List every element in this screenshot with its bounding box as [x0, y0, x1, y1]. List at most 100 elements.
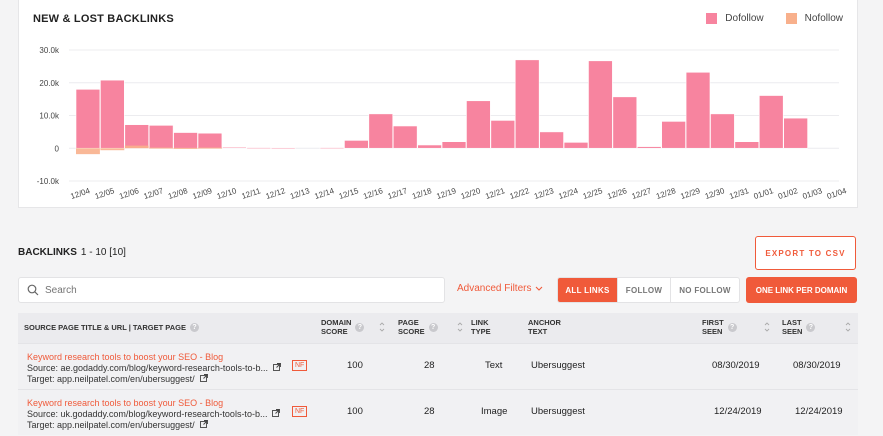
bar-dofollow — [392, 125, 418, 149]
col-link-type[interactable]: LINK TYPE — [471, 318, 491, 336]
bar-dofollow — [441, 141, 467, 149]
x-tick-label: 12/29 — [679, 186, 701, 201]
sort-icon[interactable] — [845, 321, 851, 333]
row-source: Source: ae.godaddy.com/blog/keyword-rese… — [27, 363, 281, 373]
x-tick-label: 12/27 — [631, 186, 653, 201]
one-link-per-domain-button[interactable]: ONE LINK PER DOMAIN — [746, 277, 857, 303]
row-title-link[interactable]: Keyword research tools to boost your SEO… — [27, 352, 224, 362]
bar-nofollow — [149, 147, 174, 149]
row-source-url[interactable]: Source: ae.godaddy.com/blog/keyword-rese… — [27, 363, 268, 373]
bar-dofollow — [588, 60, 613, 149]
first-seen: 12/24/2019 — [714, 406, 762, 417]
bar-dofollow — [783, 117, 808, 149]
bar-nofollow — [124, 145, 149, 149]
x-tick-label: 12/10 — [216, 186, 238, 201]
col-anchor-label-1: ANCHOR — [528, 318, 561, 327]
col-last-seen-label-2: SEEN — [782, 327, 803, 336]
external-link-icon[interactable] — [199, 374, 208, 382]
x-tick-label: 12/25 — [582, 186, 604, 201]
x-tick-label: 01/02 — [777, 186, 799, 201]
external-link-icon[interactable] — [273, 363, 281, 371]
filter-all-links[interactable]: ALL LINKS — [558, 278, 617, 302]
help-icon[interactable]: ? — [727, 322, 737, 332]
backlinks-heading: BACKLINKS — [18, 247, 77, 258]
col-source[interactable]: SOURCE PAGE TITLE & URL | TARGET PAGE? — [24, 323, 199, 332]
backlinks-title: BACKLINKS 1 - 10 [10] — [18, 247, 126, 258]
table-header: SOURCE PAGE TITLE & URL | TARGET PAGE? D… — [18, 313, 858, 343]
x-tick-label: 12/23 — [533, 186, 555, 201]
legend-swatch-nofollow — [785, 13, 797, 24]
y-tick-label: 20.0k — [39, 79, 60, 88]
col-page-score[interactable]: PAGE SCORE? — [398, 318, 438, 336]
col-anchor-text[interactable]: ANCHOR TEXT — [528, 318, 561, 336]
link-type: Text — [485, 360, 503, 371]
x-tick-label: 01/03 — [801, 186, 823, 201]
external-link-icon[interactable] — [272, 409, 281, 417]
help-icon[interactable]: ? — [355, 322, 365, 332]
row-target-url[interactable]: Target: app.neilpatel.com/en/ubersuggest… — [27, 374, 195, 384]
search-box[interactable] — [18, 277, 445, 303]
x-tick-label: 12/30 — [704, 186, 726, 201]
y-tick-label: 30.0k — [39, 46, 60, 55]
page-score: 28 — [424, 406, 435, 417]
legend-item-dofollow[interactable]: Dofollow — [706, 13, 764, 24]
col-last-seen[interactable]: LAST SEEN? — [782, 318, 816, 336]
row-source-url[interactable]: Source: uk.godaddy.com/blog/keyword-rese… — [27, 409, 268, 419]
last-seen: 08/30/2019 — [793, 360, 841, 371]
help-icon[interactable]: ? — [189, 323, 199, 332]
bar-dofollow — [514, 59, 540, 149]
help-icon[interactable]: ? — [428, 322, 438, 332]
legend-label-nofollow: Nofollow — [804, 13, 843, 24]
filter-no-follow[interactable]: NO FOLLOW — [670, 278, 739, 302]
col-source-label: SOURCE PAGE TITLE & URL | TARGET PAGE — [24, 323, 186, 332]
bar-dofollow — [539, 131, 564, 149]
bar-dofollow — [636, 146, 662, 149]
external-link-icon[interactable] — [199, 420, 208, 428]
x-tick-label: 12/07 — [143, 186, 165, 201]
x-tick-label: 12/21 — [484, 186, 506, 201]
row-source: Source: uk.godaddy.com/blog/keyword-rese… — [27, 409, 281, 419]
col-link-type-label-1: LINK — [471, 318, 489, 327]
col-first-seen[interactable]: FIRST SEEN? — [702, 318, 737, 336]
bar-dofollow — [344, 140, 369, 149]
x-tick-label: 01/01 — [753, 186, 775, 201]
backlinks-toolbar: Advanced Filters ALL LINKS FOLLOW NO FOL… — [18, 277, 858, 305]
legend-swatch-dofollow — [706, 13, 718, 24]
x-tick-label: 12/16 — [362, 186, 384, 201]
col-link-type-label-2: TYPE — [471, 327, 491, 336]
search-input[interactable] — [45, 284, 425, 296]
anchor-text: Ubersuggest — [531, 406, 585, 417]
bar-dofollow — [173, 132, 198, 149]
table-row: Keyword research tools to boost your SEO… — [18, 343, 858, 389]
bar-dofollow — [734, 141, 760, 149]
advanced-filters-toggle[interactable]: Advanced Filters — [457, 283, 543, 294]
x-tick-label: 12/20 — [460, 186, 482, 201]
bar-dofollow — [319, 147, 345, 149]
sort-icon[interactable] — [379, 321, 385, 333]
col-domain-score-label-1: DOMAIN — [321, 318, 352, 327]
bar-nofollow — [100, 148, 125, 151]
legend-label-dofollow: Dofollow — [725, 13, 764, 24]
legend-item-nofollow[interactable]: Nofollow — [785, 13, 843, 24]
bar-dofollow — [685, 71, 711, 149]
first-seen: 08/30/2019 — [712, 360, 760, 371]
bar-dofollow — [661, 121, 686, 149]
x-tick-label: 12/09 — [191, 186, 213, 201]
row-target-url[interactable]: Target: app.neilpatel.com/en/ubersuggest… — [27, 420, 195, 430]
col-domain-score-label-2: SCORE — [321, 327, 348, 336]
export-csv-button[interactable]: EXPORT TO CSV — [755, 236, 856, 270]
y-tick-label: -10.0k — [37, 177, 60, 186]
sort-icon[interactable] — [457, 321, 463, 333]
x-tick-label: 12/11 — [240, 186, 262, 201]
x-tick-label: 12/18 — [411, 186, 433, 201]
sort-icon[interactable] — [764, 321, 770, 333]
page-score: 28 — [424, 360, 435, 371]
col-domain-score[interactable]: DOMAIN SCORE? — [321, 318, 365, 336]
bar-dofollow — [75, 89, 101, 149]
x-tick-label: 12/26 — [606, 186, 628, 201]
help-icon[interactable]: ? — [806, 322, 816, 332]
bar-dofollow — [563, 142, 589, 149]
row-title-link[interactable]: Keyword research tools to boost your SEO… — [27, 398, 224, 408]
filter-follow[interactable]: FOLLOW — [617, 278, 670, 302]
